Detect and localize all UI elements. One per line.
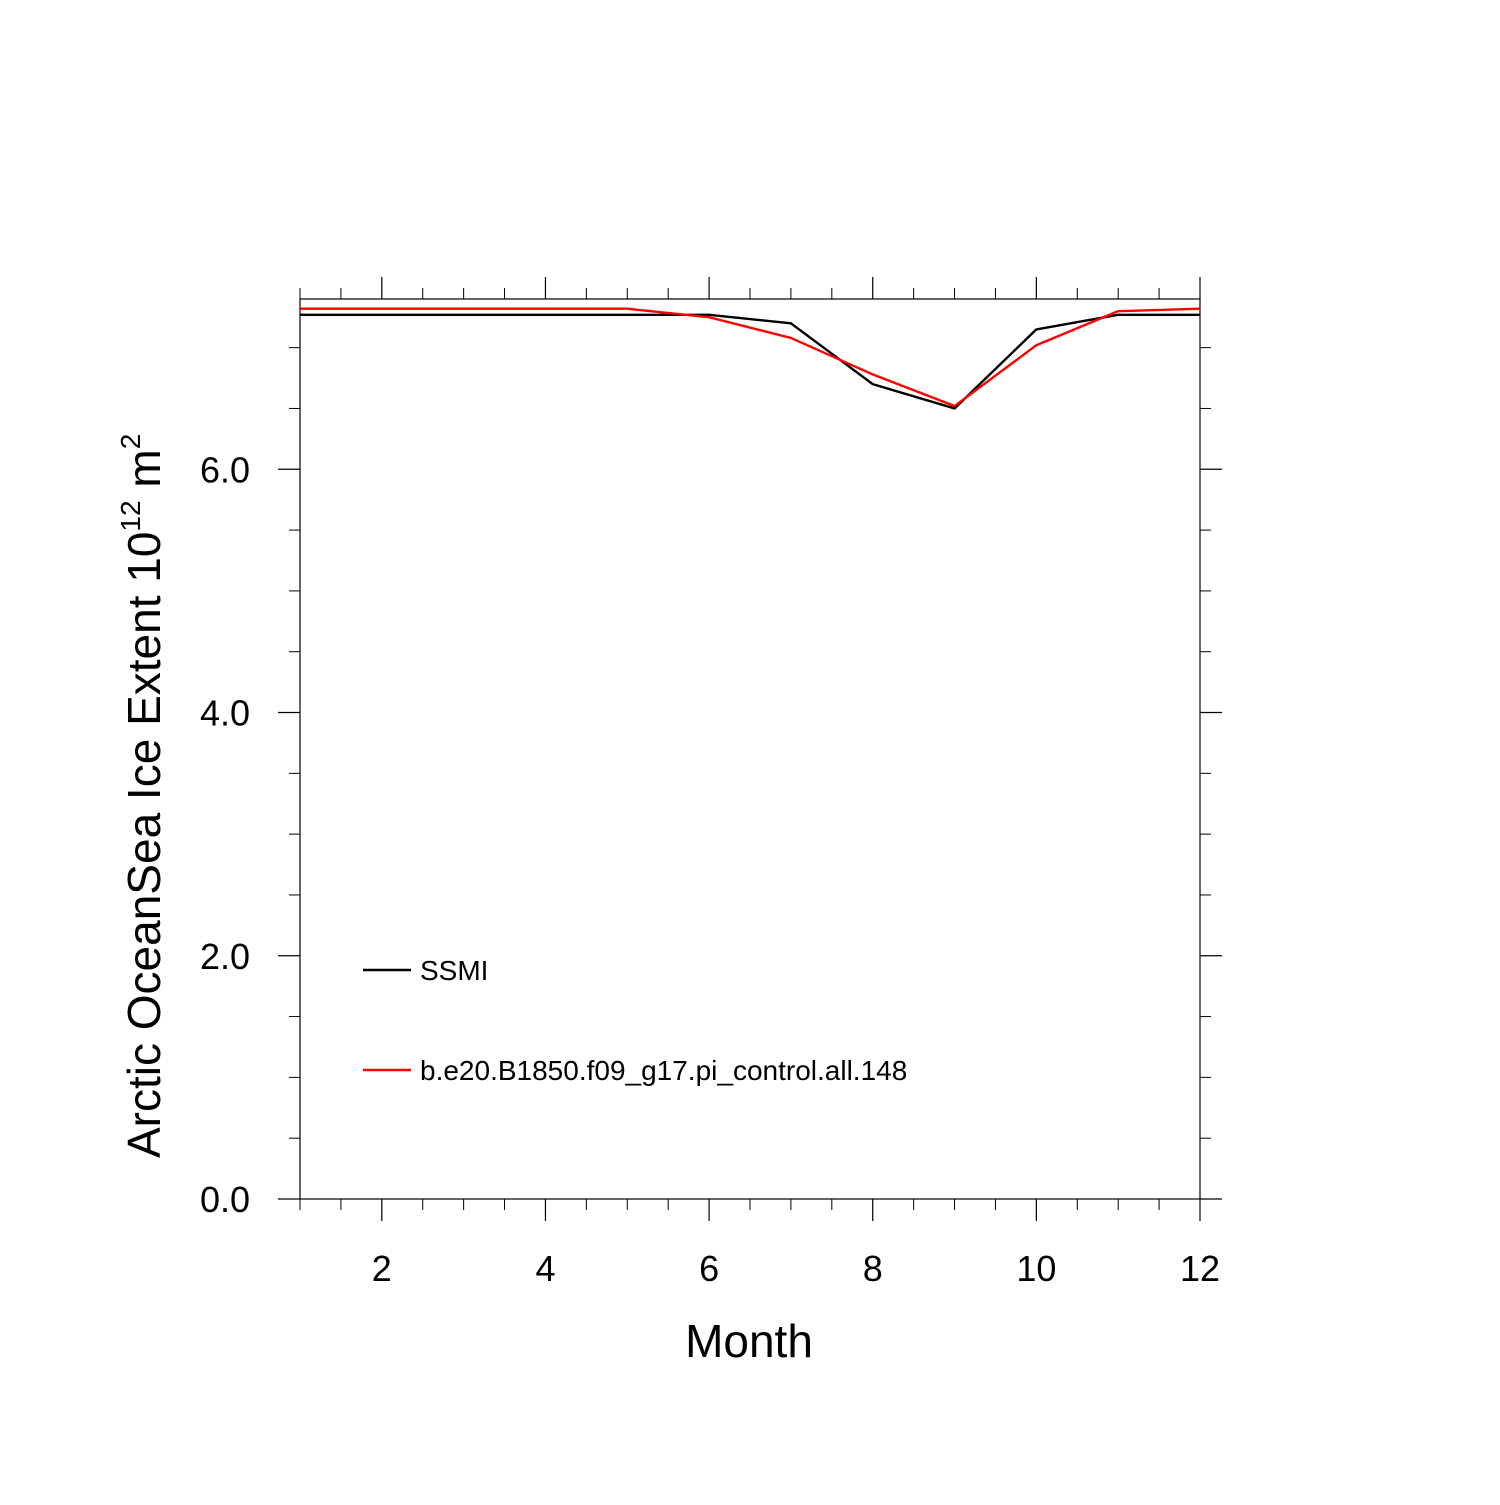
series-lines <box>300 307 1201 410</box>
series-line-model <box>300 307 1201 408</box>
legend: SSMI b.e20.B1850.f09_g17.pi_control.all.… <box>363 955 907 1086</box>
x-tick-label: 4 <box>535 1248 555 1289</box>
legend-label-ssmi: SSMI <box>420 955 488 986</box>
y-axis-label: Arctic OceanSea Ice Extent 1012 m2 <box>115 434 170 1158</box>
series-line-ssmi <box>300 313 1200 410</box>
y-tick-label: 2.0 <box>200 936 250 977</box>
x-tick-label: 8 <box>863 1248 883 1289</box>
plot-frame <box>299 298 1201 1200</box>
x-tick-label: 12 <box>1180 1248 1220 1289</box>
x-tick-label: 10 <box>1016 1248 1056 1289</box>
tick-marks <box>278 277 1222 1221</box>
y-tick-label: 6.0 <box>200 449 250 490</box>
x-axis-label: Month <box>685 1315 813 1367</box>
x-tick-label: 2 <box>372 1248 392 1289</box>
y-tick-label: 0.0 <box>200 1179 250 1220</box>
x-tick-label: 6 <box>699 1248 719 1289</box>
legend-label-model: b.e20.B1850.f09_g17.pi_control.all.148 <box>420 1055 907 1086</box>
y-tick-label: 4.0 <box>200 693 250 734</box>
tick-labels: 2 4 6 8 10 12 0.0 2.0 4.0 6.0 <box>200 449 1220 1289</box>
